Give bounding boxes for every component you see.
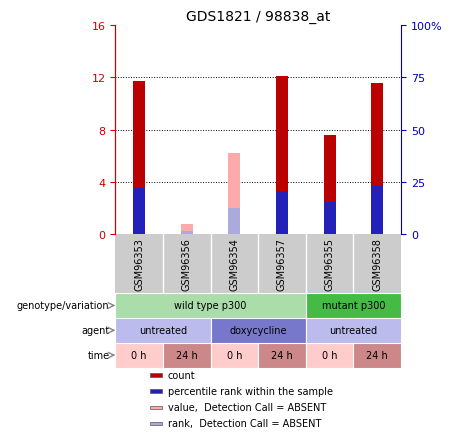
Text: agent: agent — [81, 326, 110, 335]
Bar — [181, 231, 193, 235]
Text: time: time — [88, 350, 110, 360]
Text: GSM96356: GSM96356 — [182, 238, 192, 290]
Bar — [228, 209, 240, 235]
Bar — [149, 422, 162, 425]
Bar — [115, 293, 306, 318]
Bar — [276, 192, 288, 235]
Bar — [324, 135, 336, 235]
Title: GDS1821 / 98838_at: GDS1821 / 98838_at — [186, 10, 331, 23]
Text: 0 h: 0 h — [131, 350, 147, 360]
Bar — [149, 390, 162, 393]
Bar — [258, 343, 306, 368]
Text: 24 h: 24 h — [271, 350, 293, 360]
Bar — [371, 83, 383, 235]
Text: value,  Detection Call = ABSENT: value, Detection Call = ABSENT — [168, 402, 326, 412]
Bar — [163, 343, 211, 368]
Text: 24 h: 24 h — [366, 350, 388, 360]
Bar — [115, 318, 211, 343]
Text: genotype/variation: genotype/variation — [17, 301, 110, 311]
Bar — [324, 202, 336, 235]
Text: GSM96355: GSM96355 — [325, 237, 335, 290]
Bar — [371, 187, 383, 235]
Text: untreated: untreated — [329, 326, 378, 335]
Bar — [211, 343, 258, 368]
Bar — [181, 224, 193, 235]
Text: 0 h: 0 h — [227, 350, 242, 360]
Bar — [149, 406, 162, 409]
Bar — [149, 373, 162, 377]
Bar — [276, 77, 288, 235]
Bar — [228, 154, 240, 235]
Bar — [306, 293, 401, 318]
Bar — [133, 82, 145, 235]
Text: GSM96358: GSM96358 — [372, 238, 382, 290]
Text: 0 h: 0 h — [322, 350, 337, 360]
Text: rank,  Detection Call = ABSENT: rank, Detection Call = ABSENT — [168, 418, 321, 428]
Text: mutant p300: mutant p300 — [322, 301, 385, 311]
Text: GSM96357: GSM96357 — [277, 237, 287, 290]
Bar — [306, 343, 354, 368]
Bar — [115, 343, 163, 368]
Text: GSM96354: GSM96354 — [229, 238, 239, 290]
Text: doxycycline: doxycycline — [230, 326, 287, 335]
Text: 24 h: 24 h — [176, 350, 198, 360]
Bar — [133, 189, 145, 235]
Text: untreated: untreated — [139, 326, 187, 335]
Bar — [211, 318, 306, 343]
Bar — [306, 318, 401, 343]
Text: percentile rank within the sample: percentile rank within the sample — [168, 386, 333, 396]
Text: count: count — [168, 370, 195, 380]
Text: wild type p300: wild type p300 — [174, 301, 247, 311]
Bar — [354, 343, 401, 368]
Text: GSM96353: GSM96353 — [134, 238, 144, 290]
